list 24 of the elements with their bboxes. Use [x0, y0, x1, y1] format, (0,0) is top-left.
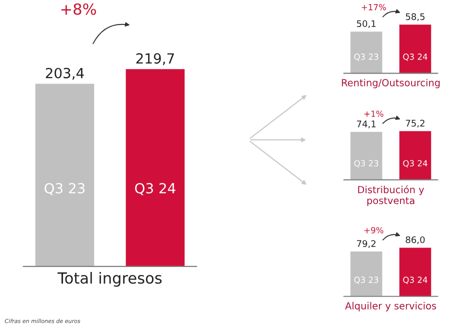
data-label: 86,0	[406, 236, 425, 244]
text: +1%	[364, 110, 384, 117]
data-label: 50,1	[356, 20, 376, 28]
x-axis-title: Renting/Outsourcing	[342, 78, 440, 88]
x-axis-title: Distribución y postventa	[358, 185, 424, 206]
x-tick-label: Q3 24	[135, 183, 176, 196]
data-label: 58,5	[406, 13, 424, 21]
x-tick-label: Q3 23	[354, 160, 378, 168]
data-label: 75,2	[406, 120, 424, 128]
data-label: 203,4	[46, 68, 84, 80]
x-tick-label: Q3 23	[354, 54, 378, 61]
x-tick-label: Q3 24	[403, 54, 428, 61]
text: +9%	[364, 227, 384, 234]
text: +17%	[362, 4, 386, 10]
data-label: 74,1	[357, 120, 376, 128]
data-label: 219,7	[136, 53, 174, 66]
x-axis-title: Alquiler y servicios	[345, 302, 436, 312]
text: +8%	[61, 3, 96, 15]
x-tick-label: Q3 24	[403, 276, 428, 284]
x-tick-label: Q3 24	[403, 160, 428, 168]
x-tick-label: Q3 23	[44, 183, 85, 196]
x-axis-title: Total ingresos	[58, 272, 162, 287]
data-label: 79,2	[357, 240, 376, 248]
x-tick-label: Q3 23	[354, 276, 378, 284]
